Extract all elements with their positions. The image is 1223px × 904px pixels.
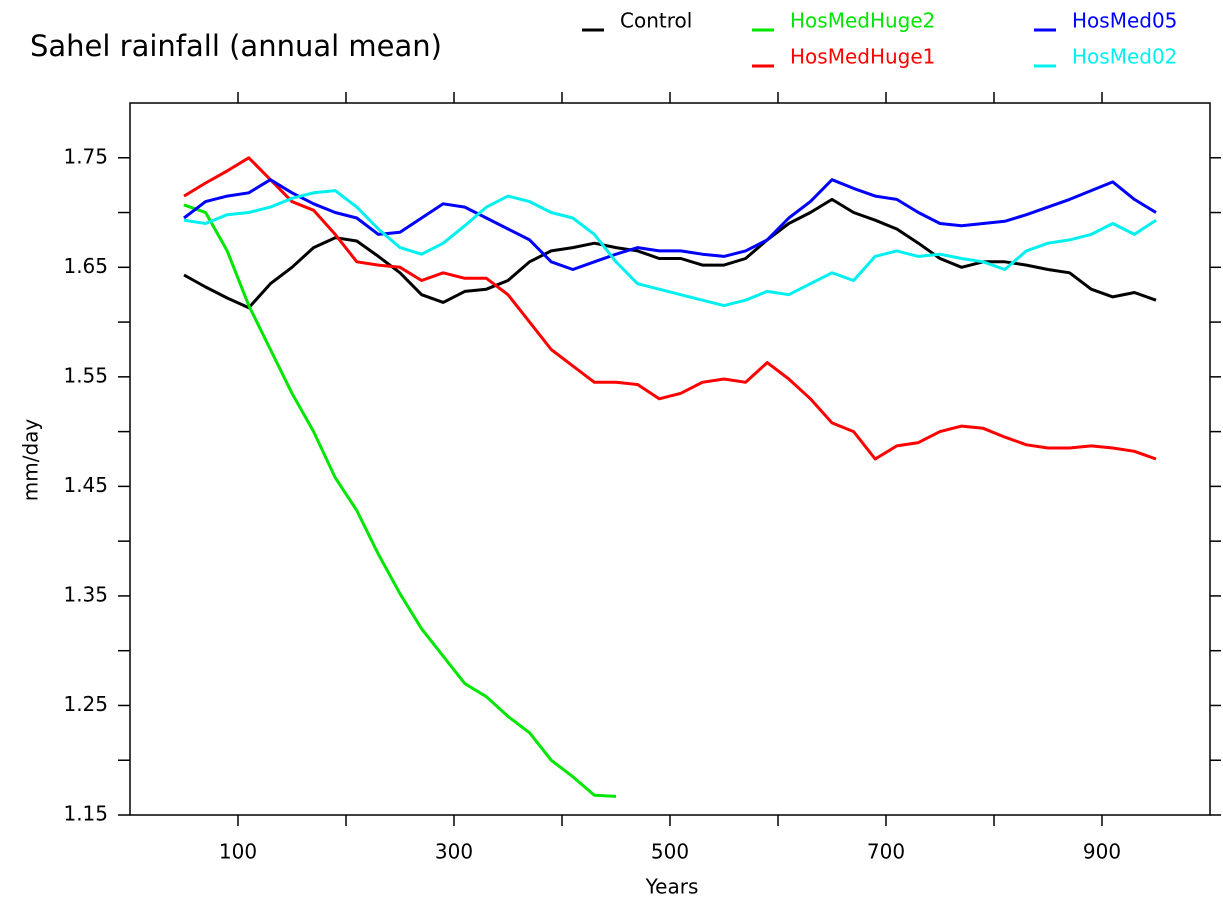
legend-label: HosMed05 [1072,9,1177,33]
legend-label: Control [620,9,692,33]
x-tick-label: 700 [867,840,905,864]
y-tick-label: 1.25 [63,692,108,716]
y-tick-label: 1.35 [63,582,108,606]
y-tick-label: 1.45 [63,473,108,497]
y-tick-label: 1.55 [63,363,108,387]
y-axis-label: mm/day [19,419,43,502]
series-line [183,203,617,798]
y-tick-label: 1.15 [63,802,108,826]
y-tick-label: 1.65 [63,254,108,278]
x-tick-label: 900 [1083,840,1121,864]
x-tick-label: 300 [435,840,473,864]
legend-label: HosMedHuge2 [790,9,935,33]
series-line [183,189,1157,308]
legend-label: HosMed02 [1072,45,1177,69]
x-tick-label: 500 [651,840,689,864]
chart-title: Sahel rainfall (annual mean) [30,29,442,63]
x-axis-label: Years [645,875,699,899]
y-tick-label: 1.75 [63,144,108,168]
series-line [183,156,1157,461]
series-line [183,197,1157,310]
plot-frame [129,102,1211,816]
x-tick-label: 100 [219,840,257,864]
series-line [183,178,1157,271]
legend-label: HosMedHuge1 [790,45,935,69]
